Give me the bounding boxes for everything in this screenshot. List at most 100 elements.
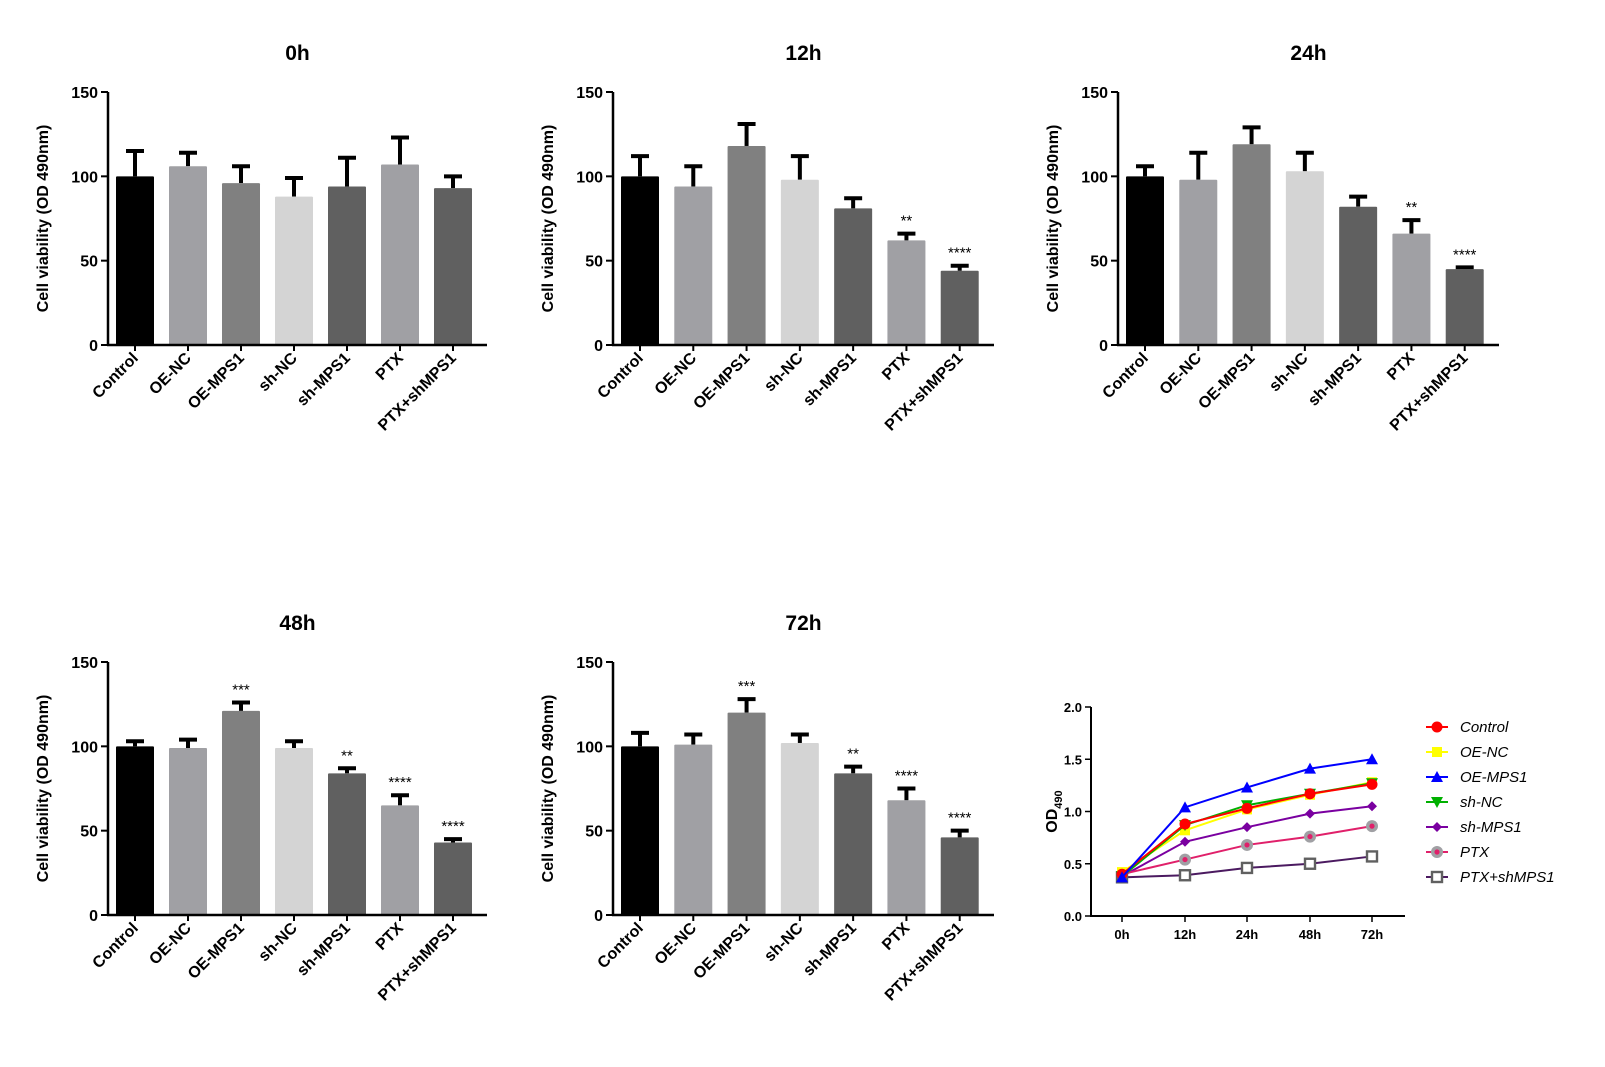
significance-label: **** xyxy=(895,768,919,785)
y-tick-label: 0 xyxy=(594,338,603,355)
chart-title: 12h xyxy=(785,42,821,65)
x-tick-label: 0h xyxy=(1114,927,1129,942)
x-tick-label: sh-NC xyxy=(255,919,301,965)
x-tick-label: OE-NC xyxy=(652,919,701,968)
y-tick-label: 50 xyxy=(80,824,98,841)
data-point xyxy=(1178,869,1192,882)
y-tick-label: 50 xyxy=(585,254,603,271)
data-point xyxy=(1241,781,1253,793)
x-tick-label: sh-NC xyxy=(255,349,301,395)
legend-label: sh-NC xyxy=(1460,794,1503,811)
x-tick-label: OE-MPS1 xyxy=(185,350,248,413)
y-tick-label: 150 xyxy=(576,85,603,102)
x-tick-label: OE-NC xyxy=(1157,349,1206,398)
y-tick-label: 100 xyxy=(576,739,603,756)
bar-chart-0h: 0h Cell viability (OD 490nm) Control OE-NCO… xyxy=(35,42,487,434)
data-point xyxy=(1180,836,1190,847)
x-tick-label: PTX xyxy=(373,350,407,384)
legend-label: OE-NC xyxy=(1460,744,1509,761)
data-point-center xyxy=(1307,833,1313,840)
legend-marker xyxy=(1431,797,1443,808)
x-tick-label: sh-NC xyxy=(761,919,807,965)
bar xyxy=(434,188,472,345)
data-point xyxy=(1366,753,1378,765)
significance-label: **** xyxy=(948,245,972,262)
y-tick-label: 2.0 xyxy=(1064,700,1082,715)
bar xyxy=(222,183,260,345)
bar xyxy=(834,208,873,345)
y-axis-label: Cell viability (OD 490nm) xyxy=(35,125,52,313)
data-point xyxy=(1241,802,1253,814)
x-tick-label: sh-MPS1 xyxy=(800,350,860,410)
legend-label: Control xyxy=(1460,719,1509,736)
significance-label: ** xyxy=(1406,199,1418,216)
bar xyxy=(727,712,766,915)
y-tick-label: 0 xyxy=(1099,338,1108,355)
data-point-center xyxy=(1244,842,1250,848)
bar xyxy=(780,742,819,915)
legend-item: sh-NC xyxy=(1426,794,1503,811)
significance-label: ** xyxy=(341,747,353,764)
significance-label: ** xyxy=(847,746,859,763)
y-tick-label: 50 xyxy=(1090,254,1108,271)
legend-label: OE-MPS1 xyxy=(1460,769,1528,786)
data-point xyxy=(1304,788,1316,800)
bar xyxy=(381,164,419,345)
bar xyxy=(1126,176,1164,345)
line-chart: 0.0 0.5 1.0 1.5 2.0 0h 12h 24h 48h 72h OD490 Contro… xyxy=(1044,700,1555,942)
significance-label: **** xyxy=(441,818,465,835)
bar xyxy=(1285,171,1324,345)
x-tick-label: 48h xyxy=(1299,927,1321,942)
bar xyxy=(275,196,313,345)
significance-label: **** xyxy=(1453,246,1477,263)
data-point xyxy=(1303,857,1317,870)
chart-title: 72h xyxy=(785,612,821,635)
legend-marker xyxy=(1431,771,1443,782)
y-tick-label: 0 xyxy=(89,338,98,355)
bar-chart-24h: 24h Cell viability (OD 490nm) Control OE-NC… xyxy=(1045,42,1499,434)
bar xyxy=(275,748,313,915)
x-tick-label: Control xyxy=(595,350,647,402)
bar xyxy=(328,186,366,345)
bar xyxy=(328,773,366,915)
bar xyxy=(940,837,979,915)
y-axis-label: Cell viability (OD 490nm) xyxy=(1045,125,1062,313)
x-tick-label: sh-NC xyxy=(761,349,807,395)
data-point xyxy=(1116,871,1128,883)
series-OE-MPS1 xyxy=(1116,753,1378,883)
x-tick-label: PTX xyxy=(879,350,913,384)
chart-title: 48h xyxy=(279,612,315,635)
x-tick-label: OE-MPS1 xyxy=(690,920,753,983)
x-tick-label: Control xyxy=(90,350,142,402)
x-tick-label: Control xyxy=(1100,350,1152,402)
legend-marker xyxy=(1432,822,1442,832)
legend-item: Control xyxy=(1426,719,1509,736)
x-tick-label: sh-MPS1 xyxy=(800,920,860,980)
legend-label: sh-MPS1 xyxy=(1460,819,1522,836)
bar xyxy=(674,186,713,345)
legend-item: OE-MPS1 xyxy=(1426,769,1528,786)
bar xyxy=(222,710,260,915)
x-tick-label: OE-NC xyxy=(146,919,195,968)
y-tick-label: 50 xyxy=(80,254,98,271)
y-axis-label: Cell viability (OD 490nm) xyxy=(540,125,557,313)
y-tick-label: 100 xyxy=(1081,169,1108,186)
significance-label: *** xyxy=(738,678,756,695)
bar xyxy=(834,773,873,915)
data-point xyxy=(1240,861,1254,875)
significance-label: **** xyxy=(388,774,412,791)
bar xyxy=(1232,144,1271,345)
legend-item: sh-MPS1 xyxy=(1426,819,1522,836)
legend-label: PTX xyxy=(1460,844,1490,861)
legend-marker xyxy=(1431,721,1443,733)
x-tick-label: 72h xyxy=(1361,927,1383,942)
bar-chart-12h: 12h Cell viability (OD 490nm) Control OE-NC… xyxy=(540,42,994,434)
x-tick-label: PTX xyxy=(373,920,407,954)
x-tick-label: sh-MPS1 xyxy=(294,920,354,980)
y-tick-label: 50 xyxy=(585,824,603,841)
y-axis-label-subscript: 490 xyxy=(1053,790,1065,808)
data-point xyxy=(1367,801,1377,812)
x-tick-label: sh-MPS1 xyxy=(1305,350,1365,410)
legend-marker-center xyxy=(1434,849,1440,855)
y-tick-label: 100 xyxy=(71,739,98,756)
